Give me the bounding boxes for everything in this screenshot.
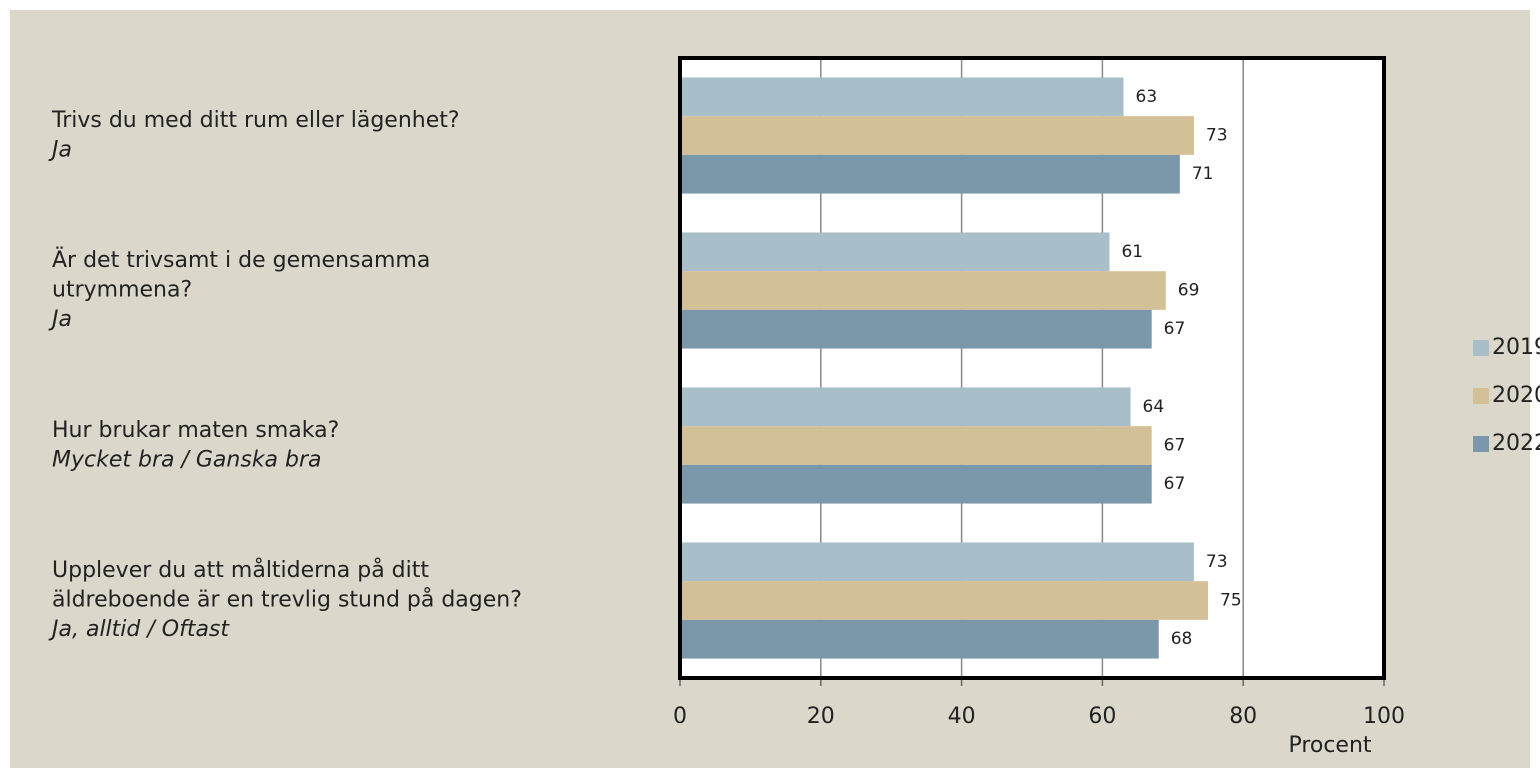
x-tick-label: 0 [673,704,687,729]
bar [680,154,1180,194]
bar [680,309,1152,349]
value-label: 63 [1136,87,1158,107]
value-label: 67 [1164,474,1186,494]
value-label: 67 [1164,436,1186,456]
value-label: 69 [1178,281,1200,301]
x-axis-label: Procent [1288,733,1371,758]
category-answer: Ja, alltid / Oftast [48,617,230,642]
category-answer: Ja [48,137,72,162]
bar [680,426,1152,465]
category-label: Hur brukar maten smaka? [52,418,339,443]
value-label: 71 [1192,164,1214,184]
bar [680,542,1194,582]
legend-label: 2020 [1492,383,1540,408]
x-tick-label: 60 [1088,704,1116,729]
value-label: 68 [1171,629,1193,649]
category-answer: Ja [48,307,72,332]
bar [680,581,1208,620]
value-label: 73 [1206,552,1228,572]
value-label: 73 [1206,126,1228,146]
plot-frame [678,56,1386,680]
bar [680,464,1152,504]
category-label: utrymmena? [52,278,192,303]
legend-swatch [1473,340,1489,356]
x-tick-label: 80 [1229,704,1257,729]
x-tick-label: 100 [1363,704,1405,729]
legend-swatch [1473,436,1489,452]
legend-label: 2019 [1492,335,1540,360]
value-label: 61 [1121,242,1143,262]
bar [680,271,1166,310]
category-label: äldreboende är en trevlig stund på dagen… [52,587,522,613]
category-label: Trivs du med ditt rum eller lägenhet? [51,108,460,133]
x-tick-label: 40 [948,704,976,729]
category-label: Är det trivsamt i de gemensamma [52,247,430,273]
bar [680,116,1194,155]
value-label: 75 [1220,591,1242,611]
legend-swatch [1473,388,1489,404]
bar [680,387,1131,427]
value-label: 67 [1164,319,1186,339]
bar [680,77,1124,117]
bar [680,619,1159,659]
bar [680,232,1110,272]
category-label: Upplever du att måltiderna på ditt [52,557,429,583]
x-tick-label: 20 [807,704,835,729]
category-answer: Mycket bra / Ganska bra [52,447,322,472]
value-label: 64 [1143,397,1165,417]
